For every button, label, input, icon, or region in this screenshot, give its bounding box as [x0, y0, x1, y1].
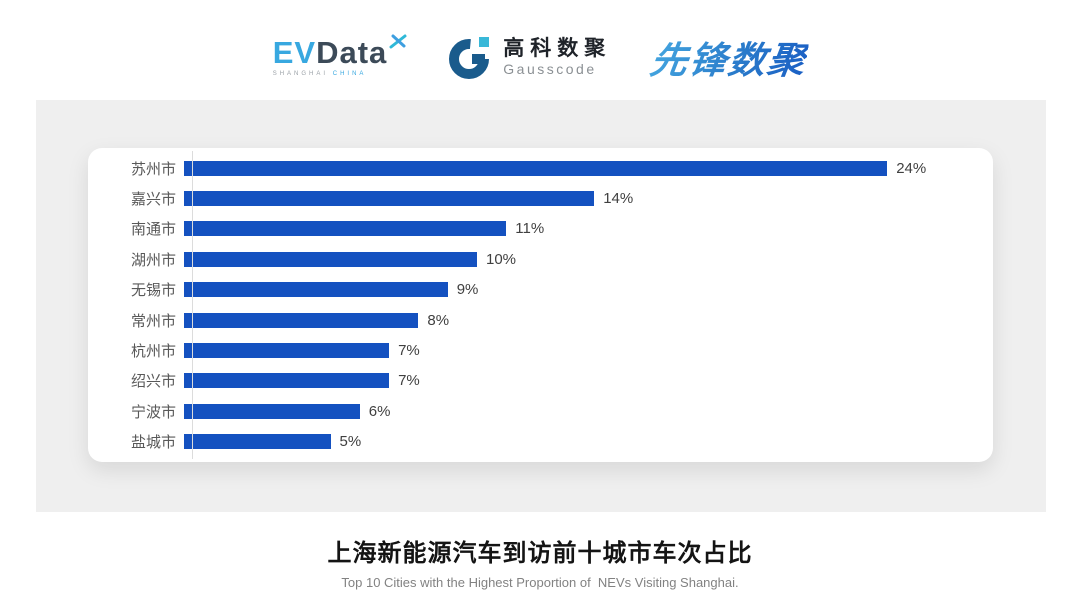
- bar-row: 无锡市 9%: [88, 275, 993, 305]
- bar-row: 南通市 11%: [88, 214, 993, 244]
- gausscode-text: 高科数聚 Gausscode: [503, 37, 611, 78]
- bar-row: 苏州市 24%: [88, 153, 993, 183]
- gausscode-logo: 高科数聚 Gausscode: [448, 34, 611, 80]
- bar-row: 湖州市 10%: [88, 244, 993, 274]
- bar-plot-area: 24%: [184, 160, 993, 177]
- evdata-data-text: Data: [316, 35, 388, 70]
- bar-plot-area: 8%: [184, 312, 993, 329]
- gausscode-g-icon: [449, 37, 490, 79]
- evdata-wordmark: EV Data: [272, 34, 409, 70]
- bar: [184, 343, 390, 359]
- bar: [184, 160, 888, 176]
- chart-subtitle: Top 10 Cities with the Highest Proportio…: [341, 575, 739, 590]
- bar-plot-area: 6%: [184, 403, 993, 420]
- bar-row: 绍兴市 7%: [88, 366, 993, 396]
- footer: 上海新能源汽车到访前十城市车次占比 Top 10 Cities with the…: [0, 533, 1080, 590]
- bar-plot-area: 5%: [184, 433, 993, 450]
- bar-plot-area: 11%: [184, 220, 993, 237]
- evdata-logo: EV Data SHANGHAI CHINA: [272, 34, 409, 77]
- bar: [184, 221, 507, 237]
- evdata-tagline-right: CHINA: [332, 71, 367, 77]
- category-label: 绍兴市: [130, 373, 176, 391]
- category-label: 苏州市: [130, 160, 176, 178]
- bar: [184, 373, 390, 389]
- evdata-tagline: SHANGHAI CHINA: [273, 71, 367, 77]
- bar-row: 常州市 8%: [88, 305, 993, 335]
- value-label: 14%: [603, 190, 634, 208]
- value-label: 6%: [368, 402, 391, 420]
- value-label: 7%: [398, 372, 420, 390]
- category-label: 无锡市: [130, 282, 176, 300]
- value-label: 24%: [896, 159, 927, 177]
- bar-plot-area: 7%: [184, 342, 993, 359]
- bar-row: 宁波市 6%: [88, 396, 993, 426]
- bar-plot-area: 10%: [184, 251, 993, 268]
- category-label: 湖州市: [130, 251, 176, 269]
- value-label: 7%: [398, 342, 420, 360]
- evdata-tagline-left: SHANGHAI: [272, 71, 329, 77]
- bar: [184, 312, 419, 328]
- value-label: 10%: [486, 250, 517, 268]
- category-label: 南通市: [130, 221, 176, 239]
- value-label: 5%: [339, 433, 362, 451]
- category-label: 宁波市: [130, 403, 176, 421]
- evdata-ev-text: EV: [272, 35, 317, 70]
- category-label: 杭州市: [130, 343, 176, 361]
- bar-rows: 苏州市 24% 嘉兴市 14% 南通市 11% 湖州市 10% 无锡市 9% 常州市 8% 杭州市 7% 绍…: [88, 151, 993, 459]
- category-label: 常州市: [130, 312, 176, 330]
- evdata-spark-icon: [389, 34, 407, 49]
- bar-row: 杭州市 7%: [88, 335, 993, 365]
- bar: [184, 434, 331, 450]
- value-label: 9%: [456, 281, 479, 299]
- chart-card: 苏州市 24% 嘉兴市 14% 南通市 11% 湖州市 10% 无锡市 9% 常州市 8% 杭州市 7% 绍…: [88, 148, 993, 462]
- bar-row: 嘉兴市 14%: [88, 183, 993, 213]
- bar: [184, 282, 448, 298]
- chart-title: 上海新能源汽车到访前十城市车次占比: [327, 540, 753, 567]
- bar: [184, 403, 360, 419]
- bar: [184, 251, 477, 267]
- value-label: 8%: [427, 311, 450, 329]
- category-label: 嘉兴市: [130, 191, 176, 209]
- bar-plot-area: 9%: [184, 281, 993, 298]
- bar-plot-area: 7%: [184, 372, 993, 389]
- logo-row: EV Data SHANGHAI CHINA 高科数聚 Gausscode 先锋数…: [0, 22, 1080, 92]
- pioneer-logo: 先锋数聚: [647, 30, 811, 84]
- bar-plot-area: 14%: [184, 190, 993, 207]
- value-label: 11%: [515, 220, 545, 238]
- chart-panel: 苏州市 24% 嘉兴市 14% 南通市 11% 湖州市 10% 无锡市 9% 常州市 8% 杭州市 7% 绍…: [36, 100, 1046, 512]
- bar: [184, 191, 595, 207]
- bar-row: 盐城市 5%: [88, 427, 993, 457]
- gausscode-cn-label: 高科数聚: [503, 36, 612, 60]
- gausscode-en-label: Gausscode: [503, 60, 597, 77]
- category-label: 盐城市: [130, 434, 176, 452]
